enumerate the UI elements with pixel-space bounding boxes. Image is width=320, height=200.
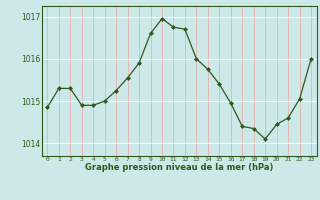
X-axis label: Graphe pression niveau de la mer (hPa): Graphe pression niveau de la mer (hPa) (85, 163, 273, 172)
